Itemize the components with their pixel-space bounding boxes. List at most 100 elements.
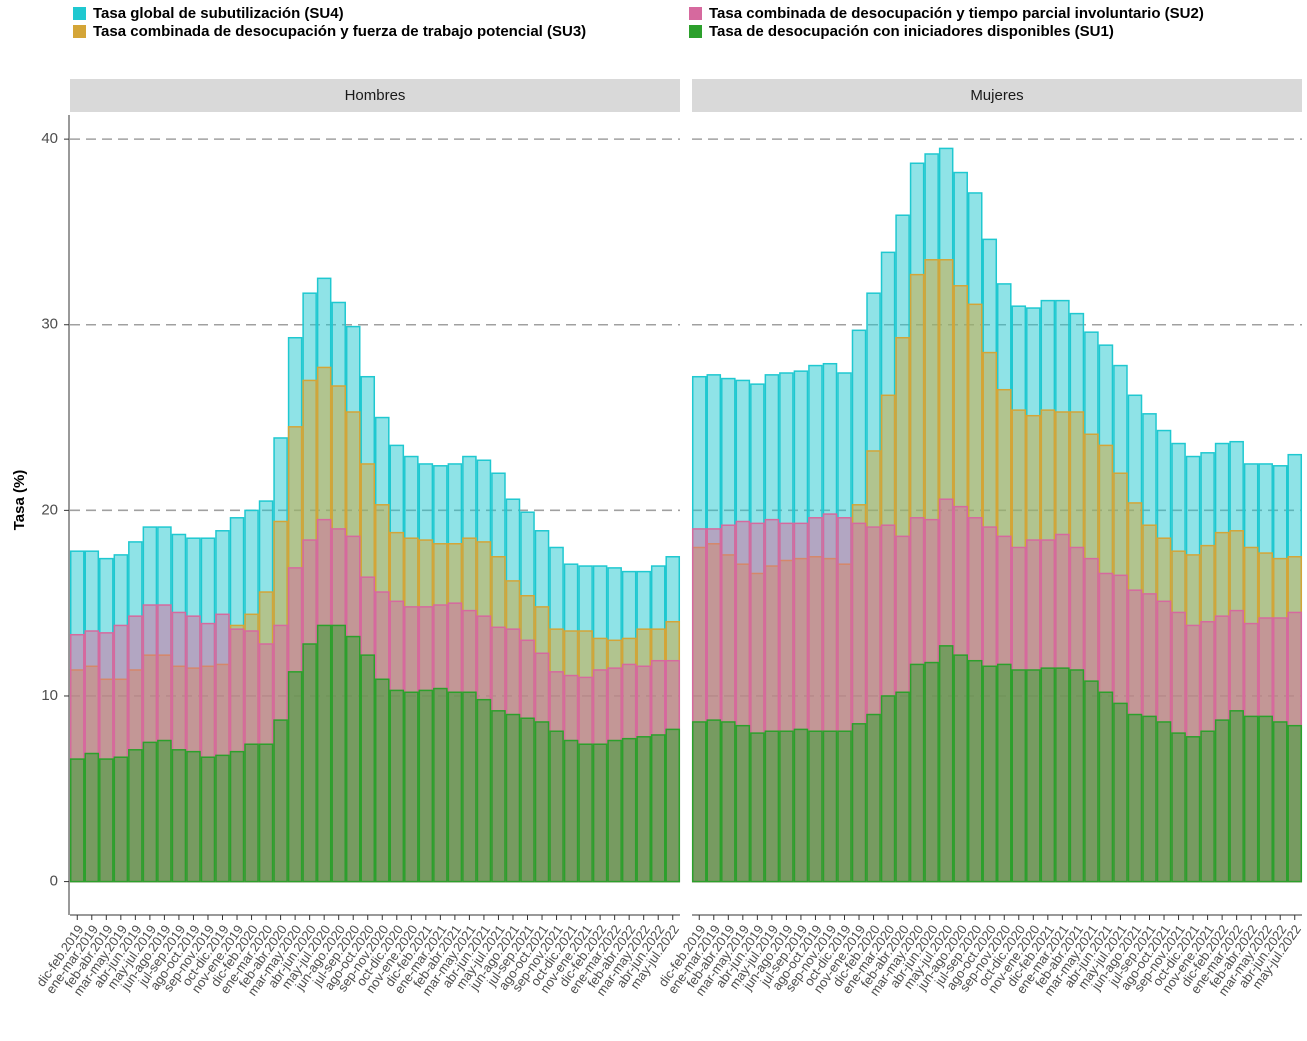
bar [99, 758, 114, 883]
bar [1026, 669, 1041, 883]
bar [578, 743, 593, 883]
bar [1185, 736, 1201, 883]
panel-title: Mujeres [970, 87, 1023, 104]
bar [1040, 667, 1056, 883]
bar [389, 689, 405, 883]
bar [200, 756, 216, 883]
bar [84, 752, 100, 883]
bar [793, 728, 809, 883]
bar [549, 730, 564, 883]
bar [331, 624, 346, 883]
bar [837, 730, 852, 883]
bar [750, 732, 765, 883]
bar [1258, 715, 1273, 883]
bar [433, 687, 448, 883]
bar [607, 739, 622, 883]
bar [866, 713, 881, 883]
strip [70, 79, 680, 112]
bar [215, 754, 230, 883]
bar [142, 741, 158, 883]
bar [924, 661, 939, 883]
bar [764, 730, 780, 883]
legend-label: Tasa combinada de desocupación y tiempo … [709, 5, 1204, 22]
legend-label: Tasa combinada de desocupación y fuerza … [93, 23, 586, 40]
bar [418, 689, 434, 883]
bar [1156, 721, 1172, 883]
bar [1084, 680, 1099, 883]
bar [345, 635, 361, 883]
bar [691, 721, 707, 883]
bar [476, 698, 492, 883]
bar [534, 721, 550, 883]
bar [186, 750, 201, 883]
y-tick-label: 20 [41, 501, 58, 518]
bar [447, 691, 463, 883]
bar [1069, 669, 1085, 883]
bar [1243, 715, 1259, 883]
bar [1171, 732, 1186, 883]
bar [1287, 724, 1303, 883]
bar [1200, 730, 1215, 883]
bar [287, 671, 303, 883]
bar [592, 743, 608, 883]
bar [229, 750, 245, 883]
y-axis-label: Tasa (%) [11, 470, 28, 531]
bar [113, 756, 129, 883]
bar [1229, 710, 1244, 883]
bar [1127, 713, 1143, 883]
bar [996, 663, 1012, 883]
bar [520, 717, 535, 883]
bar [360, 654, 376, 883]
legend-label: Tasa global de subutilización (SU4) [93, 5, 344, 22]
bar [128, 749, 143, 883]
y-tick-label: 40 [41, 130, 58, 147]
bar [735, 724, 751, 883]
bar [621, 737, 637, 883]
bar [171, 749, 187, 883]
bar [953, 654, 968, 883]
y-tick-label: 30 [41, 316, 58, 333]
bar [563, 739, 579, 883]
bar [1272, 721, 1288, 883]
bar [895, 691, 910, 883]
legend-swatch [689, 7, 702, 20]
bar [665, 728, 681, 883]
legend-swatch [73, 7, 86, 20]
bar [1113, 702, 1128, 883]
strip [692, 79, 1302, 112]
bar [404, 691, 419, 883]
bar [258, 743, 274, 883]
bar [316, 624, 332, 883]
bar [779, 730, 794, 883]
bar [462, 691, 477, 883]
bar [1214, 719, 1230, 883]
bar [706, 719, 722, 883]
bar [808, 730, 823, 883]
bar [822, 730, 838, 883]
bar [880, 695, 896, 883]
bar [636, 736, 651, 883]
bar [302, 643, 317, 883]
bar [244, 743, 259, 883]
bar [505, 713, 521, 883]
legend-swatch [689, 25, 702, 38]
panel-title: Hombres [345, 87, 406, 104]
legend-swatch [73, 25, 86, 38]
bar [491, 710, 506, 883]
bar [1098, 691, 1114, 883]
bar [967, 659, 983, 883]
bar [982, 665, 998, 883]
y-tick-label: 10 [41, 687, 58, 704]
bar [1011, 669, 1027, 883]
bar [851, 723, 867, 883]
bar [938, 645, 954, 883]
bar [650, 734, 666, 883]
bar [1142, 715, 1157, 883]
legend-label: Tasa de desocupación con iniciadores dis… [709, 23, 1114, 40]
bar [273, 719, 288, 883]
bar [909, 663, 925, 883]
bar [1055, 667, 1070, 883]
bar [69, 758, 85, 883]
bar [157, 739, 172, 883]
